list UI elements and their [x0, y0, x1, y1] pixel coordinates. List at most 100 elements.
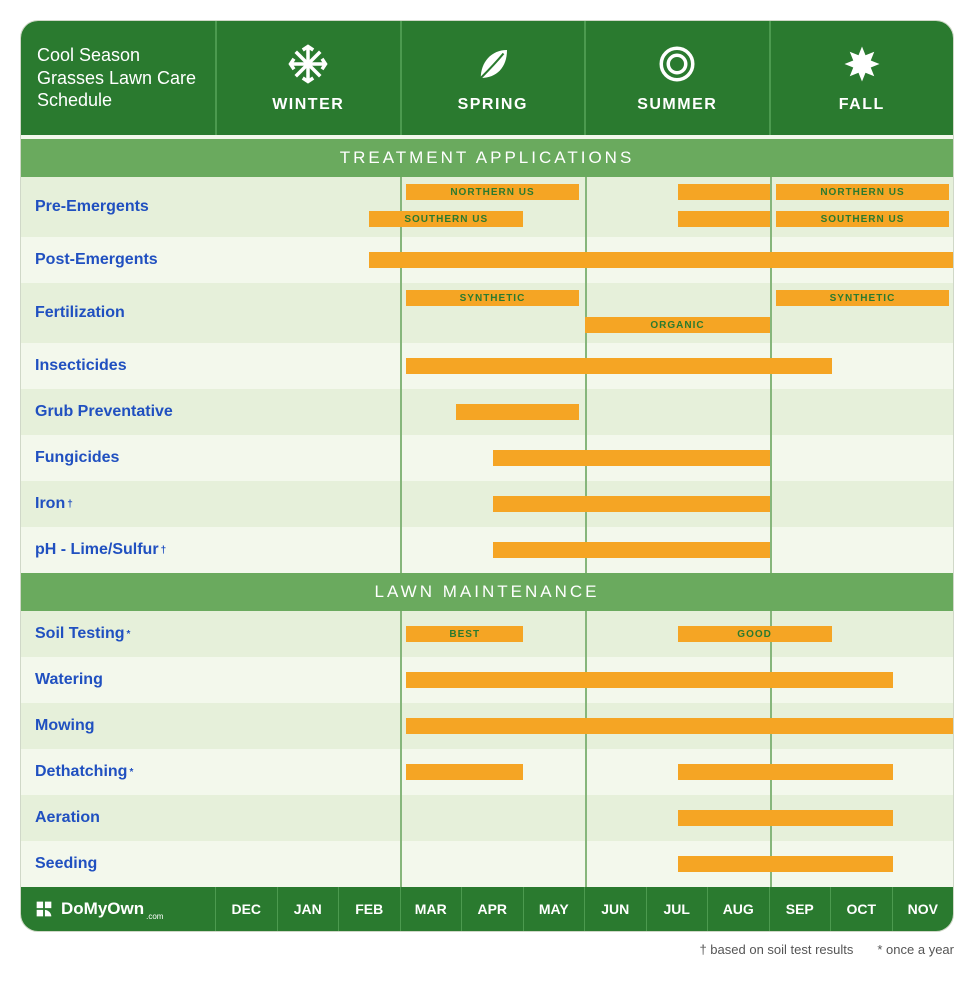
row: Pre-EmergentsNORTHERN USSOUTHERN USNORTH…: [21, 177, 953, 237]
bar-caption: SYNTHETIC: [460, 293, 526, 304]
row-label[interactable]: Aeration: [21, 795, 215, 841]
row-track: [215, 389, 953, 435]
row-label[interactable]: Pre-Emergents: [21, 177, 215, 237]
timeline-bar: [493, 542, 771, 558]
timeline-bar: [493, 496, 771, 512]
month-cell: JUN: [584, 887, 646, 931]
row: Fertilization SYNTHETIC SYNTHETIC ORGANIC: [21, 283, 953, 343]
row-label[interactable]: Fungicides: [21, 435, 215, 481]
season-label: SUMMER: [637, 96, 717, 114]
brand: DoMyOwn .com: [21, 887, 215, 931]
row-track: SYNTHETIC SYNTHETIC ORGANIC: [215, 283, 953, 343]
row: Grub Preventative: [21, 389, 953, 435]
bar-caption: BEST: [449, 629, 480, 640]
timeline-bar: [406, 764, 523, 780]
chart-body: TREATMENT APPLICATIONSPre-EmergentsNORTH…: [21, 139, 953, 887]
timeline-bar: SOUTHERN US: [776, 211, 949, 227]
row-track: [215, 435, 953, 481]
row-label[interactable]: Soil Testing*: [21, 611, 215, 657]
timeline-bar: NORTHERN US: [776, 184, 949, 200]
row-track: BEST GOOD: [215, 611, 953, 657]
bar-caption: NORTHERN US: [820, 187, 904, 198]
card-title: Cool Season Grasses Lawn Care Schedule: [21, 21, 215, 135]
season-winter: WINTER: [215, 21, 400, 135]
header: Cool Season Grasses Lawn Care Schedule W…: [21, 21, 953, 139]
month-cell: OCT: [830, 887, 892, 931]
month-cell: MAR: [400, 887, 462, 931]
timeline-bar: SOUTHERN US: [369, 211, 523, 227]
row: Watering: [21, 657, 953, 703]
timeline-bar: [678, 764, 894, 780]
timeline-bar: SYNTHETIC: [406, 290, 579, 306]
maple-icon: [841, 43, 883, 90]
rows-group: Pre-EmergentsNORTHERN USSOUTHERN USNORTH…: [21, 177, 953, 573]
timeline-bar: ORGANIC: [585, 317, 770, 333]
month-cell: AUG: [707, 887, 769, 931]
row-label[interactable]: Mowing: [21, 703, 215, 749]
sun-icon: [656, 43, 698, 90]
row-label[interactable]: pH - Lime/Sulfur†: [21, 527, 215, 573]
row: Soil Testing* BEST GOOD: [21, 611, 953, 657]
row-track: NORTHERN US SOUTHERN US NORTHERN US SOUTHER…: [215, 177, 953, 237]
row-track: [215, 343, 953, 389]
row: Iron†: [21, 481, 953, 527]
timeline-bar: BEST: [406, 626, 523, 642]
row-label[interactable]: Dethatching*: [21, 749, 215, 795]
row-label[interactable]: Watering: [21, 657, 215, 703]
timeline-bar: [406, 358, 832, 374]
row: Fungicides: [21, 435, 953, 481]
month-cell: DEC: [215, 887, 277, 931]
bar-caption: GOOD: [737, 629, 772, 640]
timeline-bar: NORTHERN US: [406, 184, 579, 200]
row: Mowing: [21, 703, 953, 749]
row-track: [215, 795, 953, 841]
row: Post-Emergents: [21, 237, 953, 283]
row-track: [215, 481, 953, 527]
row-label[interactable]: Grub Preventative: [21, 389, 215, 435]
timeline-bar: [678, 184, 771, 200]
rows-group: Soil Testing* BEST GOOD WateringMowingDetha…: [21, 611, 953, 887]
section-band: LAWN MAINTENANCE: [21, 573, 953, 611]
row: Seeding: [21, 841, 953, 887]
footer: DoMyOwn .com DECJANFEBMARAPRMAYJUNJULAUG…: [21, 887, 953, 931]
season-label: WINTER: [272, 96, 344, 114]
brand-name: DoMyOwn: [61, 899, 144, 919]
row: Aeration: [21, 795, 953, 841]
season-label: FALL: [839, 96, 885, 114]
footnotes: † based on soil test results * once a yea…: [20, 942, 954, 957]
snowflake-icon: [287, 43, 329, 90]
bar-caption: ORGANIC: [650, 320, 704, 331]
row-label[interactable]: Insecticides: [21, 343, 215, 389]
schedule-card: Cool Season Grasses Lawn Care Schedule W…: [20, 20, 954, 932]
timeline-bar: GOOD: [678, 626, 832, 642]
bar-caption: SOUTHERN US: [404, 214, 488, 225]
footnote: * once a year: [877, 942, 954, 957]
season-fall: FALL: [769, 21, 954, 135]
row-track: [215, 749, 953, 795]
row-track: [215, 527, 953, 573]
timeline-bar: [678, 856, 894, 872]
row-label[interactable]: Iron†: [21, 481, 215, 527]
months-row: DECJANFEBMARAPRMAYJUNJULAUGSEPOCTNOV: [215, 887, 953, 931]
leaf-icon: [472, 43, 514, 90]
timeline-bar: SYNTHETIC: [776, 290, 949, 306]
bar-caption: SYNTHETIC: [830, 293, 896, 304]
row-track: [215, 841, 953, 887]
month-cell: APR: [461, 887, 523, 931]
row-label[interactable]: Post-Emergents: [21, 237, 215, 283]
row-label[interactable]: Fertilization: [21, 283, 215, 343]
season-label: SPRING: [458, 96, 528, 114]
month-cell: FEB: [338, 887, 400, 931]
row: Dethatching*: [21, 749, 953, 795]
footnote: † based on soil test results: [699, 942, 853, 957]
bar-caption: NORTHERN US: [450, 187, 534, 198]
row-track: [215, 703, 953, 749]
row-label[interactable]: Seeding: [21, 841, 215, 887]
timeline-bar: [406, 672, 893, 688]
row: Insecticides: [21, 343, 953, 389]
timeline-bar: [493, 450, 771, 466]
month-cell: SEP: [769, 887, 831, 931]
row: pH - Lime/Sulfur†: [21, 527, 953, 573]
brand-icon: [33, 898, 55, 920]
section-band: TREATMENT APPLICATIONS: [21, 139, 953, 177]
